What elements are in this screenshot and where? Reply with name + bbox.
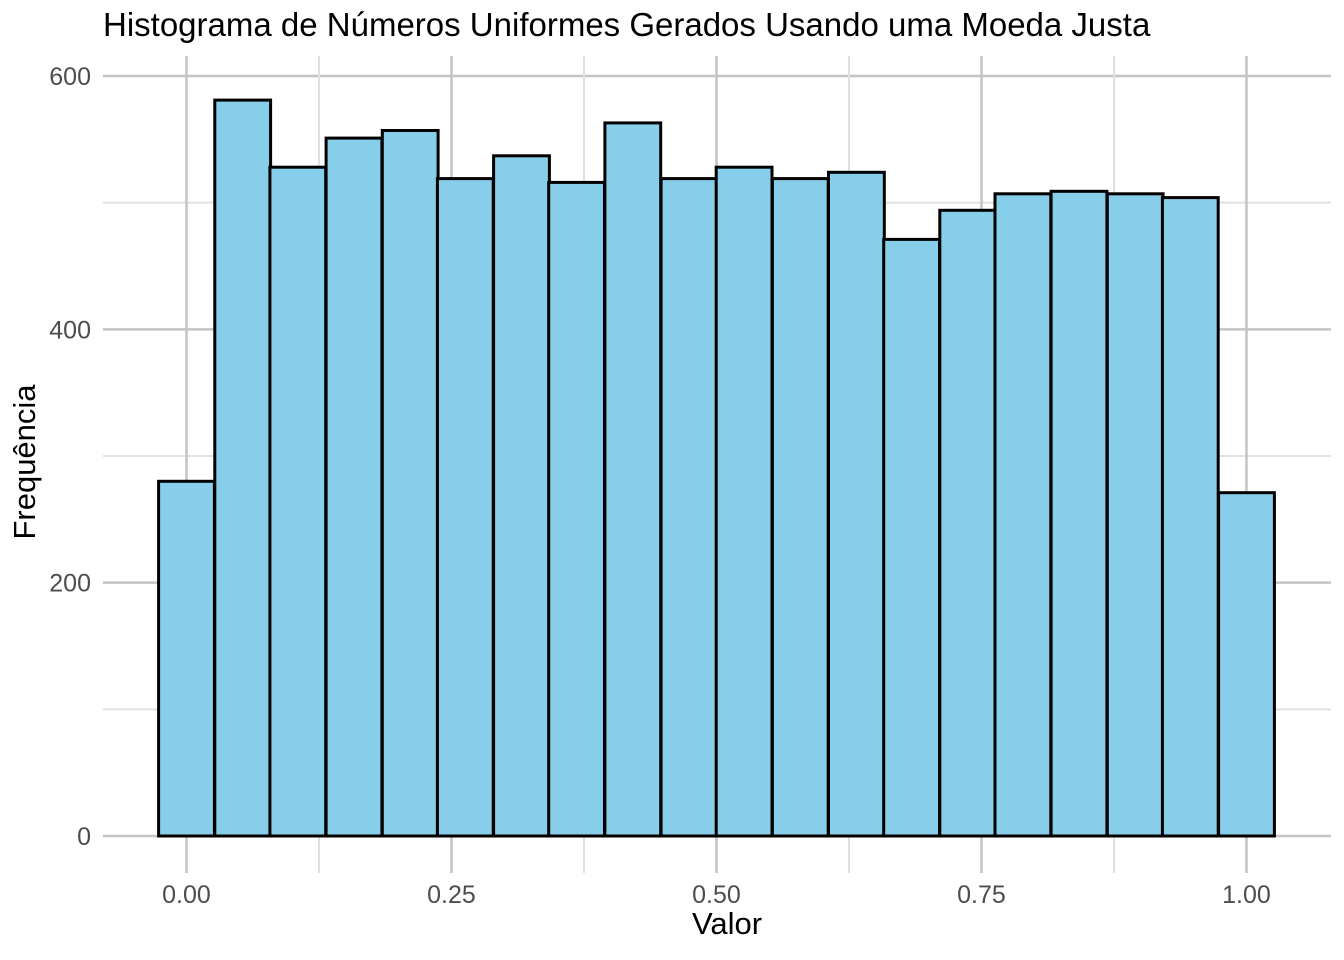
- x-axis-title: Valor: [691, 906, 763, 941]
- histogram-bar: [938, 208, 998, 838]
- y-axis-title: Frequência: [7, 384, 42, 540]
- histogram-bar: [770, 177, 830, 838]
- histogram-bar: [435, 177, 495, 838]
- histogram-bar: [492, 154, 551, 838]
- histogram-bar: [993, 192, 1053, 838]
- histogram-bar: [380, 129, 440, 838]
- histogram-bar: [268, 165, 328, 838]
- x-tick-label: 1.00: [1222, 881, 1271, 909]
- y-tick-label: 400: [49, 316, 91, 344]
- histogram-bar: [714, 165, 774, 838]
- histogram-bar: [1105, 192, 1165, 838]
- histogram-bar: [213, 98, 273, 838]
- histogram-bar: [603, 121, 663, 838]
- histogram-bar: [157, 479, 216, 838]
- x-tick-label: 0.50: [692, 881, 741, 909]
- y-tick-label: 0: [77, 823, 91, 851]
- chart-title: Histograma de Números Uniformes Gerados …: [103, 6, 1151, 43]
- histogram-bar: [1160, 196, 1220, 838]
- histogram-bar: [547, 180, 607, 838]
- x-tick-label: 0.75: [957, 881, 1006, 909]
- y-tick-label: 200: [49, 570, 91, 598]
- x-tick-label: 0.00: [162, 881, 211, 909]
- histogram-bar: [324, 136, 384, 838]
- histogram-bar: [882, 237, 942, 838]
- histogram-bar: [827, 170, 886, 838]
- histogram-bar: [1049, 189, 1109, 838]
- histogram-bar: [659, 177, 719, 838]
- y-tick-label: 600: [49, 63, 91, 91]
- x-tick-label: 0.25: [427, 881, 476, 909]
- histogram-bar: [1217, 491, 1276, 838]
